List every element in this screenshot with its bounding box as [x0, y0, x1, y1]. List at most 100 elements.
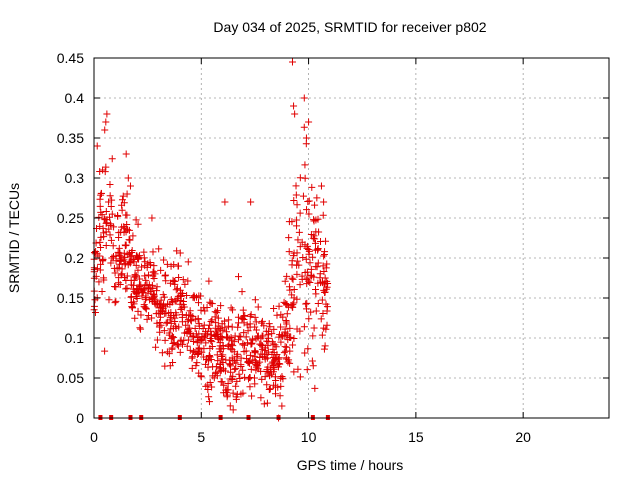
data-point — [195, 299, 203, 307]
data-point — [251, 296, 259, 304]
data-point — [245, 358, 253, 366]
data-point — [210, 374, 218, 382]
data-point — [188, 354, 196, 362]
data-point — [119, 192, 127, 200]
data-point — [323, 321, 331, 329]
data-point — [288, 291, 296, 299]
data-point — [134, 266, 142, 274]
data-point — [278, 402, 286, 410]
data-point — [108, 210, 116, 218]
data-point — [285, 218, 293, 226]
data-point — [131, 314, 139, 322]
x-tick-label: 20 — [515, 429, 531, 445]
data-point — [142, 276, 150, 284]
data-point — [251, 380, 259, 388]
data-point — [96, 195, 104, 203]
data-point — [102, 241, 110, 249]
data-point — [311, 239, 319, 247]
data-point — [290, 335, 298, 343]
data-point — [288, 274, 296, 282]
data-point — [134, 220, 142, 228]
data-point — [103, 110, 111, 118]
data-point — [219, 326, 227, 334]
data-point — [263, 399, 271, 407]
data-point — [130, 298, 138, 306]
y-tick-label: 0.2 — [65, 250, 85, 266]
data-point — [219, 359, 227, 367]
data-point — [286, 347, 294, 355]
data-point — [133, 252, 141, 260]
data-point — [290, 299, 298, 307]
data-point — [261, 355, 269, 363]
data-point — [312, 216, 320, 224]
data-point — [105, 198, 113, 206]
data-point — [256, 353, 264, 361]
data-point — [289, 341, 297, 349]
data-point — [112, 257, 120, 265]
data-point — [141, 272, 149, 280]
data-point — [247, 198, 255, 206]
data-point — [320, 345, 328, 353]
data-point — [277, 323, 285, 331]
data-point — [168, 344, 176, 352]
data-point — [161, 272, 169, 280]
data-point — [311, 384, 319, 392]
data-point — [129, 232, 137, 240]
data-point — [239, 341, 247, 349]
data-point — [288, 257, 296, 265]
data-point — [239, 306, 247, 314]
data-point — [107, 203, 115, 211]
data-point — [258, 375, 266, 383]
data-point — [301, 269, 309, 277]
data-point — [197, 372, 205, 380]
data-point — [193, 359, 201, 367]
data-point — [132, 292, 140, 300]
data-point — [309, 253, 317, 261]
data-point — [132, 261, 140, 269]
data-point — [207, 331, 215, 339]
data-point — [223, 333, 231, 341]
data-point — [295, 228, 303, 236]
data-point — [296, 209, 304, 217]
data-point — [272, 390, 280, 398]
data-point — [254, 303, 262, 311]
data-point — [321, 342, 329, 350]
data-point — [206, 379, 214, 387]
data-point — [244, 375, 252, 383]
data-point — [186, 307, 194, 315]
data-point — [93, 265, 101, 273]
data-point — [118, 196, 126, 204]
data-point — [179, 276, 187, 284]
data-point — [149, 248, 157, 256]
data-point — [153, 283, 161, 291]
data-point — [208, 300, 216, 308]
data-point — [306, 279, 314, 287]
data-point — [274, 383, 282, 391]
data-point — [224, 380, 232, 388]
data-point — [304, 198, 312, 206]
data-point — [138, 292, 146, 300]
data-point — [233, 352, 241, 360]
data-point — [208, 383, 216, 391]
data-point — [266, 385, 274, 393]
data-point — [310, 232, 318, 240]
data-point — [99, 256, 107, 264]
data-point — [270, 305, 278, 313]
data-point — [317, 182, 325, 190]
data-point — [278, 373, 286, 381]
data-point — [114, 211, 122, 219]
data-point — [126, 182, 134, 190]
data-point — [122, 211, 130, 219]
data-point — [96, 202, 104, 210]
data-point — [98, 287, 106, 295]
data-point — [238, 288, 246, 296]
data-point — [302, 134, 310, 142]
data-points — [90, 58, 332, 422]
data-point — [240, 348, 248, 356]
data-point — [156, 319, 164, 327]
data-point — [140, 248, 148, 256]
data-point — [160, 327, 168, 335]
data-point — [107, 236, 115, 244]
data-point — [276, 392, 284, 400]
data-point — [251, 347, 259, 355]
